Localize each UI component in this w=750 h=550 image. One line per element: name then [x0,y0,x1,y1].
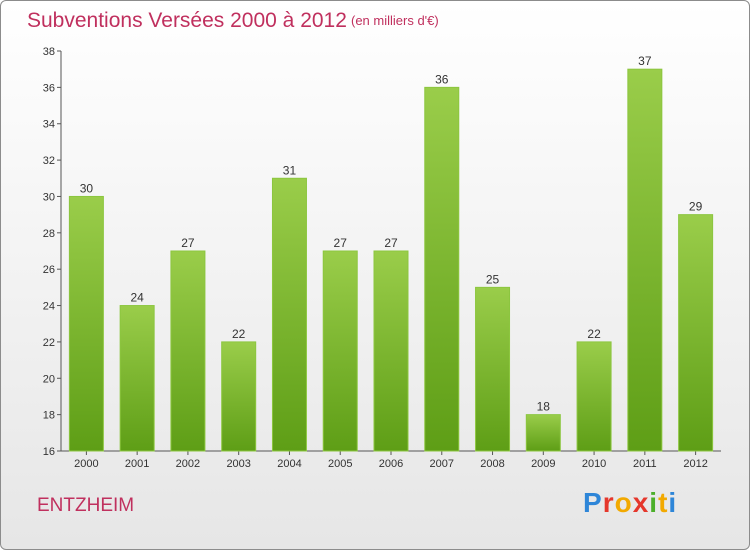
y-tick-label: 30 [43,191,55,203]
value-label-2004: 31 [283,163,297,177]
bar-2012 [678,214,714,452]
bar-2005 [322,250,358,452]
x-tick-label-2011: 2011 [633,458,657,470]
bar-2001 [119,305,155,452]
x-tick-label-2007: 2007 [430,458,454,470]
bar-2006 [373,250,409,452]
y-tick-label: 16 [43,446,55,458]
x-tick-label-2003: 2003 [226,458,250,470]
y-tick-label: 24 [43,301,55,313]
value-label-2007: 36 [435,72,449,86]
bar-2002 [170,250,206,452]
x-tick-label-2008: 2008 [480,458,504,470]
bar-2003 [221,341,257,452]
bar-2000 [68,195,104,452]
value-label-2009: 18 [537,400,551,414]
value-label-2010: 22 [587,327,601,341]
value-label-2006: 27 [384,236,398,250]
bar-2007 [424,86,460,452]
x-tick-label-2000: 2000 [74,458,98,470]
chart-title: Subventions Versées 2000 à 2012 [27,9,347,32]
y-tick-label: 34 [43,119,55,131]
x-tick-label-2004: 2004 [277,458,301,470]
value-label-2011: 37 [638,54,652,68]
bar-2011 [627,68,663,452]
value-label-2000: 30 [80,181,94,195]
bar-2010 [576,341,612,452]
x-tick-label-2005: 2005 [328,458,352,470]
x-tick-label-2006: 2006 [379,458,403,470]
y-tick-label: 38 [43,46,55,58]
proxiti-logo: Proxiti [583,487,678,518]
y-tick-label: 20 [43,373,55,385]
value-label-2005: 27 [334,236,348,250]
x-tick-label-2009: 2009 [531,458,555,470]
bar-2008 [475,286,511,452]
x-tick-label-2001: 2001 [125,458,149,470]
y-tick-label: 18 [43,410,55,422]
bar-2004 [271,177,307,452]
chart-subtitle: (en milliers d'€) [351,13,439,28]
y-tick-label: 32 [43,155,55,167]
x-tick-label-2012: 2012 [683,458,707,470]
value-label-2003: 22 [232,327,246,341]
commune-name: ENTZHEIM [37,495,135,516]
value-label-2008: 25 [486,272,500,286]
value-label-2012: 29 [689,200,703,214]
x-tick-label-2002: 2002 [176,458,200,470]
value-label-2002: 27 [181,236,195,250]
value-label-2001: 24 [130,291,144,305]
y-tick-label: 28 [43,228,55,240]
x-tick-label-2010: 2010 [582,458,606,470]
y-tick-label: 36 [43,82,55,94]
bar-2009 [525,414,561,452]
y-tick-label: 22 [43,337,55,349]
y-tick-label: 26 [43,264,55,276]
